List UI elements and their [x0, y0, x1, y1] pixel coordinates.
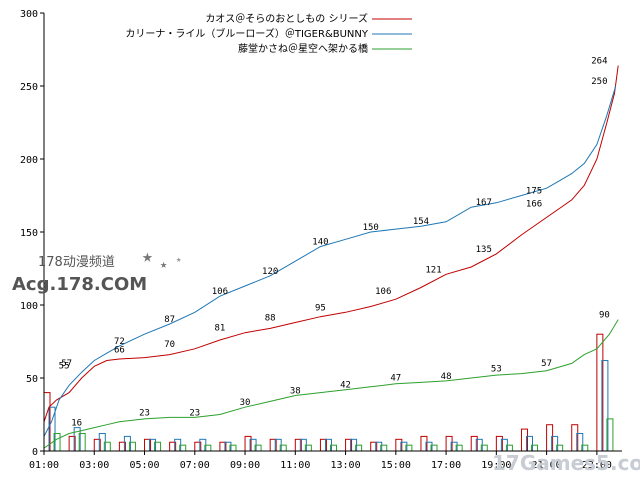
series-2-point-label: 23 — [189, 408, 200, 418]
series-0-point-label: 66 — [114, 346, 125, 356]
series-0-line — [43, 65, 619, 422]
y-tick-label: 150 — [20, 228, 38, 239]
y-tick-label: 50 — [26, 374, 38, 385]
x-tick-label: 21:00 — [532, 460, 562, 471]
series-1-point-label: 167 — [476, 198, 492, 208]
star-icon: ★ — [176, 255, 182, 265]
series-0-point-label: 55 — [59, 362, 70, 372]
y-tick-label: 300 — [20, 9, 38, 20]
series-2-point-label: 30 — [240, 398, 251, 408]
x-tick-label: 17:00 — [431, 460, 461, 471]
x-tick-label: 03:00 — [79, 460, 109, 471]
series-1-point-label: 57 — [61, 359, 72, 369]
x-tick-label: 13:00 — [331, 460, 361, 471]
hourly-bars — [43, 333, 614, 452]
series-0-point-label: 70 — [164, 340, 175, 350]
series-2-line — [43, 319, 619, 449]
series-2-point-label: 16 — [71, 419, 82, 429]
series-0-point-label: 121 — [425, 265, 441, 275]
series-1-point-label: 87 — [164, 315, 175, 325]
x-tick-label: 11:00 — [280, 460, 310, 471]
watermark-logo-line2: Acg.178.COM — [12, 274, 147, 295]
x-tick-label: 19:00 — [481, 460, 511, 471]
series-0-point-label: 135 — [476, 245, 492, 255]
series-0-point-label: 166 — [526, 200, 542, 210]
series-0-point-label: 81 — [214, 324, 225, 334]
series-1-point-label: 154 — [413, 217, 429, 227]
x-tick-label: 07:00 — [180, 460, 210, 471]
series-1-point-label: 250 — [591, 77, 607, 87]
legend: カオス＠そらのおとしもの シリーズカリーナ・ライル（ブルーローズ）＠TIGER&… — [125, 12, 412, 55]
series-2-point-label: 57 — [541, 359, 552, 369]
series-2-point-label: 47 — [390, 373, 401, 383]
legend-label: カリーナ・ライル（ブルーローズ）＠TIGER&BUNNY — [125, 27, 369, 40]
point-labels: 55 66 70 81 88 95 106 121 135 166 264 57 72 87 106 120 1… — [59, 57, 610, 429]
series-0-point-label: 95 — [315, 303, 326, 313]
series-2-point-label: 48 — [441, 372, 452, 382]
series-1-point-label: 72 — [114, 337, 125, 347]
series-1-point-label: 120 — [262, 267, 278, 277]
star-icon: ★ — [160, 257, 167, 271]
watermark-site: 17Games5.com — [492, 451, 640, 475]
series-1-point-label: 175 — [526, 187, 542, 197]
x-tick-label: 01:00 — [29, 460, 59, 471]
series-1-point-label: 150 — [363, 223, 379, 233]
series-1-point-label: 106 — [212, 287, 228, 297]
x-tick-label: 15:00 — [381, 460, 411, 471]
series-2-point-label: 23 — [139, 408, 150, 418]
series-2-point-label: 38 — [290, 387, 301, 397]
y-tick-label: 200 — [20, 155, 38, 166]
legend-label: 藤堂かさね＠星空へ架かる橋 — [238, 42, 368, 55]
watermark-logo-line1: 178动漫频道 — [38, 255, 115, 270]
star-icon: ★ — [142, 246, 153, 267]
series-2-point-label: 42 — [340, 381, 351, 391]
series-2-point-label: 53 — [491, 365, 502, 375]
x-tick-label: 09:00 — [230, 460, 260, 471]
series-lines — [43, 65, 619, 449]
watermark-logo: 178动漫频道 Acg.178.COM ★ ★ ★ — [12, 246, 182, 295]
y-tick-label: 250 — [20, 82, 38, 93]
legend-label: カオス＠そらのおとしもの シリーズ — [205, 12, 368, 25]
series-0-point-label: 106 — [375, 287, 391, 297]
y-tick-label: 100 — [20, 301, 38, 312]
series-1-point-label: 140 — [312, 238, 328, 248]
series-1-line — [43, 85, 617, 437]
x-tick-label: 05:00 — [129, 460, 159, 471]
x-tick-label: 23:00 — [582, 460, 612, 471]
series-2-point-label: 90 — [599, 311, 610, 321]
axes: 0 50 100 150 200 250 300 01:00 03:00 05:00 07:00 09… — [20, 9, 622, 471]
series-0-point-label: 264 — [591, 57, 607, 67]
series-0-point-label: 88 — [265, 314, 276, 324]
y-tick-label: 0 — [32, 447, 38, 458]
